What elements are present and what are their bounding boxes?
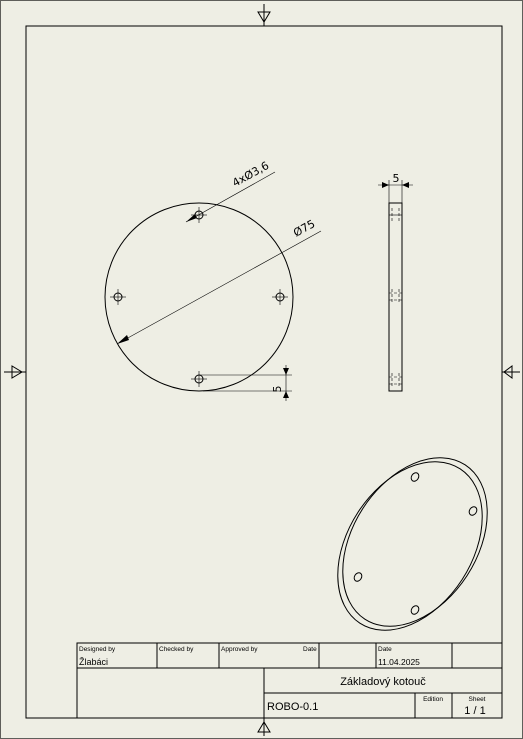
iso-hole-3 [353, 572, 363, 582]
designed-by-value: Žlabáci [79, 657, 108, 667]
drawing-number: ROBO-0.1 [267, 701, 318, 713]
centering-mark-left [4, 365, 26, 379]
thickness-label: 5 [393, 172, 400, 185]
edition-label: Edition [423, 696, 443, 703]
side-view [378, 180, 413, 392]
hole-offset-dimension [199, 365, 292, 401]
sheet-label: Sheet [469, 696, 486, 703]
drawing-title: Základový kotouč [340, 676, 426, 688]
side-profile [388, 202, 403, 392]
diameter-dimension-line [116, 230, 322, 345]
approval-date-label: Date [303, 646, 317, 653]
diameter-label: Ø75 [291, 217, 317, 239]
iso-hole-4 [410, 605, 420, 615]
centering-mark-top [257, 4, 271, 26]
drawing-frame [25, 25, 503, 719]
hole-bottom [191, 371, 207, 387]
hole-pattern-label: 4xØ3,6 [230, 159, 271, 190]
designed-by-label: Designed by [79, 646, 116, 653]
hole-right [272, 289, 288, 305]
centering-mark-bottom [257, 718, 271, 736]
date-label: Date [378, 646, 392, 653]
disc-outline [104, 202, 294, 392]
hole-left [110, 289, 126, 305]
centering-mark-right [502, 365, 520, 379]
iso-front-face [337, 461, 483, 631]
isometric-view [337, 457, 488, 631]
hole-pattern-leader [185, 171, 276, 223]
checked-by-label: Checked by [159, 646, 194, 653]
date-value: 11.04.2025 [378, 657, 420, 667]
iso-hole-1 [410, 472, 420, 482]
front-view: 4xØ3,6 Ø75 5 [104, 159, 322, 401]
iso-back-face [342, 457, 488, 627]
iso-hole-2 [468, 506, 478, 516]
sheet-value: 1 / 1 [464, 705, 485, 717]
title-block: Designed by Žlabáci Checked by Approved … [76, 642, 503, 719]
hole-offset-label: 5 [271, 386, 284, 393]
approved-by-label: Approved by [221, 646, 258, 653]
